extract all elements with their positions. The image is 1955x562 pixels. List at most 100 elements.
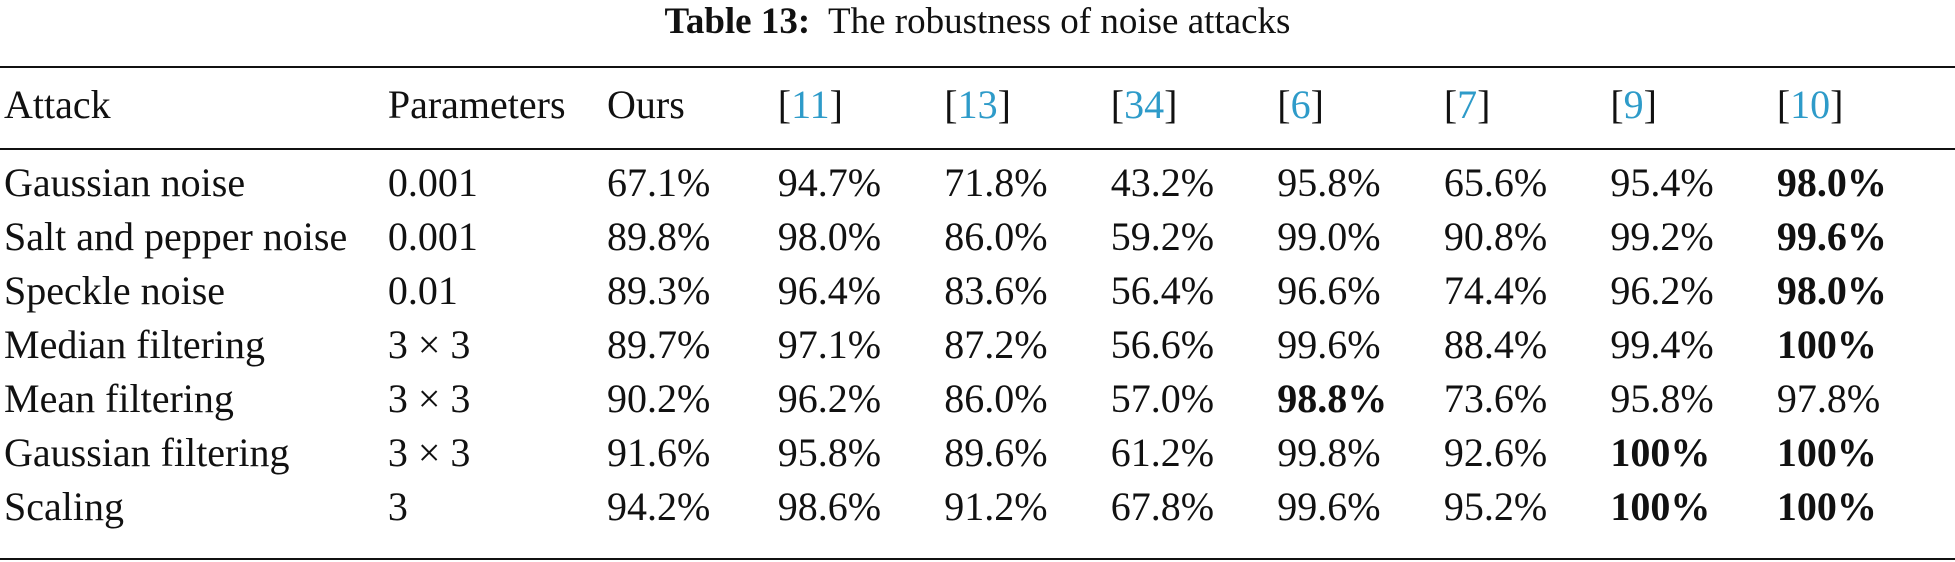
citation-link[interactable]: 7 [1457,81,1478,127]
attack-name-cell: Gaussian filtering [4,430,290,475]
table-row: Gaussian noise 0.001 67.1% 94.7% 71.8% 43.2% 9… [0,156,1955,210]
value-cell: 96.4% [777,268,882,313]
table-body: Gaussian noise 0.001 67.1% 94.7% 71.8% 43.2% 9… [0,136,1955,534]
citation-link[interactable]: 11 [791,81,830,127]
value-cell: 89.7% [607,322,711,367]
value-cell: 90.8% [1443,214,1548,259]
attack-name-cell: Gaussian noise [4,160,246,205]
value-cell: 94.7% [777,160,882,205]
value-cell: 96.2% [777,376,882,421]
parameter-cell: 3 [387,484,408,529]
value-cell: 94.2% [607,484,711,529]
header-row: Attack Parameters Ours [11] [13] [34] [6] [7] [9… [0,72,1955,136]
table-row: Mean filtering 3 × 3 90.2% 96.2% 86.0% 57.0% 9… [0,372,1955,426]
value-cell: 86.0% [944,214,1048,259]
value-cell: 99.6% [1776,214,1887,259]
column-header: [34] [1110,81,1178,127]
column-header: [11] [777,81,843,127]
column-header: [6] [1277,81,1324,127]
value-cell: 89.8% [607,214,711,259]
value-cell: 95.4% [1610,160,1714,205]
value-cell: 89.3% [607,268,711,313]
parameter-cell: 0.001 [387,214,478,259]
attack-name-cell: Scaling [4,484,124,529]
attack-name-cell: Mean filtering [4,376,234,421]
column-header: [9] [1610,81,1657,127]
value-cell: 95.8% [1277,160,1381,205]
value-cell: 83.6% [944,268,1048,313]
value-cell: 59.2% [1110,214,1215,259]
bottom-rule [0,558,1955,560]
value-cell: 99.4% [1610,322,1714,367]
value-cell: 95.2% [1443,484,1548,529]
value-cell: 57.0% [1110,376,1215,421]
value-cell: 95.8% [777,430,882,475]
value-cell: 43.2% [1110,160,1215,205]
table-row: Median filtering 3 × 3 89.7% 97.1% 87.2% 56.6… [0,318,1955,372]
table-row: Scaling 3 94.2% 98.6% 91.2% 67.8% 99.6% 95.2% 10… [0,480,1955,534]
value-cell: 99.8% [1277,430,1381,475]
value-cell: 71.8% [944,160,1048,205]
value-cell: 56.6% [1110,322,1215,367]
value-cell: 61.2% [1110,430,1215,475]
column-header: [13] [944,81,1011,127]
column-header: Ours [607,81,685,127]
value-cell: 100% [1776,322,1877,367]
value-cell: 65.6% [1443,160,1548,205]
value-cell: 86.0% [944,376,1048,421]
value-cell: 92.6% [1443,430,1548,475]
attack-name-cell: Median filtering [4,322,266,367]
value-cell: 96.2% [1610,268,1714,313]
value-cell: 89.6% [944,430,1048,475]
value-cell: 88.4% [1443,322,1548,367]
value-cell: 99.2% [1610,214,1714,259]
value-cell: 97.1% [777,322,882,367]
attack-name-cell: Speckle noise [4,268,226,313]
citation-link[interactable]: 10 [1790,81,1831,127]
parameter-cell: 3 × 3 [387,322,471,367]
value-cell: 97.8% [1776,376,1881,421]
value-cell: 98.0% [1776,160,1887,205]
value-cell: 91.6% [607,430,711,475]
table-row: Salt and pepper noise 0.001 89.8% 98.0% 86.0… [0,210,1955,264]
value-cell: 100% [1776,430,1877,475]
row-spacer [0,136,1955,156]
table-caption: Table 13: The robustness of noise attack… [0,0,1955,46]
caption-label: Table 13: [664,1,811,42]
table-row: Speckle noise 0.01 89.3% 96.4% 83.6% 56.4% 96.… [0,264,1955,318]
value-cell: 98.0% [777,214,882,259]
value-cell: 90.2% [607,376,711,421]
top-rule [0,66,1955,68]
citation-link[interactable]: 9 [1623,81,1644,127]
value-cell: 91.2% [944,484,1048,529]
header-rule [0,148,1955,150]
value-cell: 87.2% [944,322,1048,367]
value-cell: 96.6% [1277,268,1381,313]
citation-link[interactable]: 13 [957,81,998,127]
parameter-cell: 3 × 3 [387,430,471,475]
column-header: [7] [1443,81,1491,127]
value-cell: 95.8% [1610,376,1714,421]
value-cell: 67.1% [607,160,711,205]
value-cell: 100% [1776,484,1877,529]
value-cell: 99.6% [1277,484,1381,529]
parameter-cell: 0.01 [387,268,458,313]
parameter-cell: 0.001 [387,160,478,205]
value-cell: 100% [1610,484,1711,529]
citation-link[interactable]: 34 [1124,81,1165,127]
table-row: Gaussian filtering 3 × 3 91.6% 95.8% 89.6% 61… [0,426,1955,480]
value-cell: 98.8% [1277,376,1388,421]
citation-link[interactable]: 6 [1290,81,1311,127]
column-header: Attack [4,81,111,127]
caption-text: The robustness of noise attacks [828,1,1291,42]
value-cell: 73.6% [1443,376,1548,421]
value-cell: 98.0% [1776,268,1887,313]
attack-name-cell: Salt and pepper noise [4,214,348,259]
value-cell: 99.0% [1277,214,1381,259]
value-cell: 100% [1610,430,1711,475]
column-header: Parameters [387,81,566,127]
value-cell: 67.8% [1110,484,1215,529]
value-cell: 74.4% [1443,268,1548,313]
column-header: [10] [1776,81,1844,127]
value-cell: 99.6% [1277,322,1381,367]
